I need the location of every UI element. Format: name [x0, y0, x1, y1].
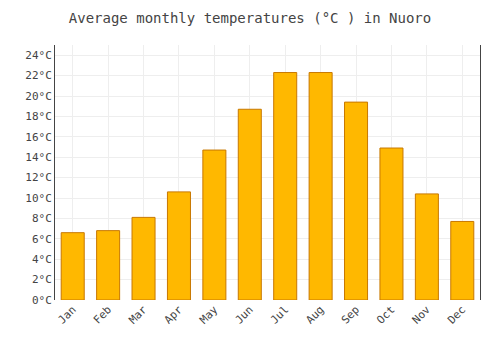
- svg-text:Average monthly temperatures (: Average monthly temperatures (°C ) in Nu…: [69, 10, 431, 26]
- svg-text:May: May: [197, 303, 221, 327]
- svg-text:18°C: 18°C: [25, 110, 52, 123]
- svg-text:Aug: Aug: [303, 303, 326, 326]
- svg-text:16°C: 16°C: [25, 131, 52, 144]
- svg-text:6°C: 6°C: [32, 233, 52, 246]
- svg-text:0°C: 0°C: [32, 294, 52, 307]
- svg-text:Apr: Apr: [162, 303, 186, 327]
- svg-text:10°C: 10°C: [25, 192, 52, 205]
- svg-text:8°C: 8°C: [32, 212, 52, 225]
- svg-text:Feb: Feb: [91, 303, 114, 326]
- svg-text:Jun: Jun: [233, 303, 256, 326]
- svg-text:Dec: Dec: [445, 303, 468, 326]
- svg-text:24°C: 24°C: [25, 49, 52, 62]
- svg-text:14°C: 14°C: [25, 151, 52, 164]
- svg-text:4°C: 4°C: [32, 253, 52, 266]
- svg-text:Jan: Jan: [55, 303, 78, 326]
- svg-text:Oct: Oct: [374, 303, 397, 326]
- svg-text:Nov: Nov: [410, 303, 434, 327]
- svg-text:Sep: Sep: [339, 303, 362, 326]
- svg-text:20°C: 20°C: [25, 90, 52, 103]
- svg-text:Mar: Mar: [126, 303, 150, 327]
- svg-text:12°C: 12°C: [25, 171, 52, 184]
- svg-text:2°C: 2°C: [32, 273, 52, 286]
- svg-text:22°C: 22°C: [25, 69, 52, 82]
- svg-text:Jul: Jul: [268, 303, 291, 326]
